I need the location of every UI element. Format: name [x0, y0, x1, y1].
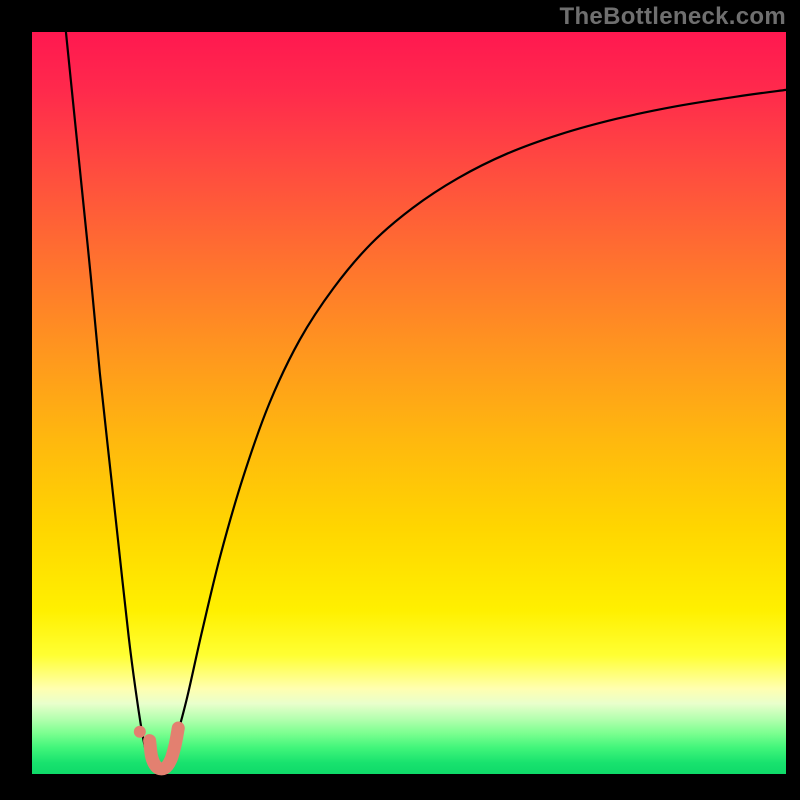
chart-container: { "watermark": { "text": "TheBottleneck.… [0, 0, 800, 800]
plot-area [32, 32, 786, 774]
watermark-text: TheBottleneck.com [560, 3, 786, 31]
background-gradient [32, 32, 786, 774]
